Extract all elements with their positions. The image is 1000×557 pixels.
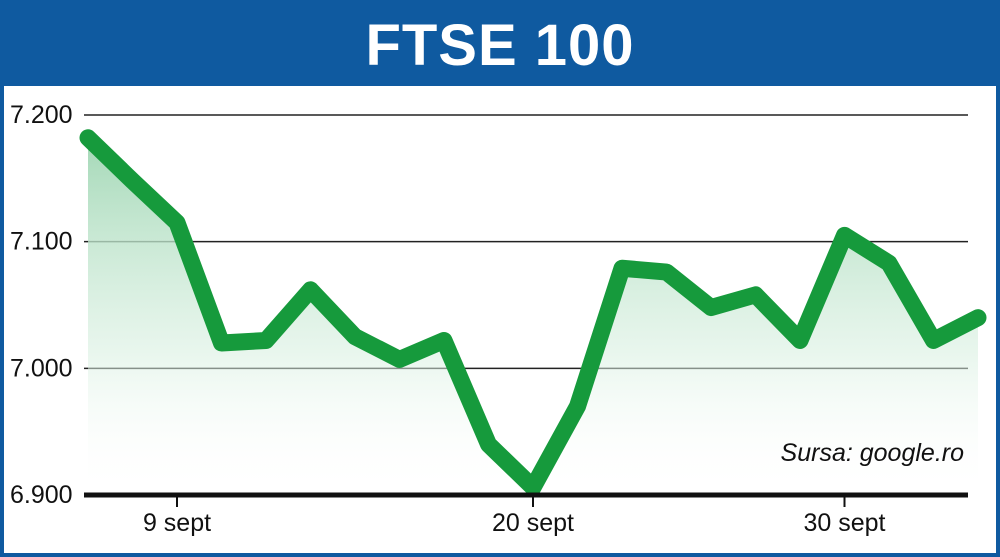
data-point <box>399 358 400 360</box>
series-area <box>88 137 978 496</box>
source-label: Sursa: google.ro <box>781 439 965 467</box>
axis-layer: 7.200 7.100 7.000 6.900 9 sept 20 sept 30 sept <box>10 101 968 537</box>
data-point <box>176 222 178 224</box>
data-point <box>888 262 890 264</box>
line-layer <box>79 129 987 496</box>
data-point <box>710 307 712 309</box>
y-tick-label: 7.100 <box>10 228 73 256</box>
x-tick-label: 9 sept <box>143 509 211 537</box>
data-point <box>532 486 534 488</box>
area-layer <box>88 137 978 496</box>
data-point <box>132 180 133 182</box>
y-tick-label: 7.200 <box>10 101 73 129</box>
data-point <box>265 339 267 341</box>
title-bar: FTSE 100 <box>4 4 996 86</box>
data-point <box>666 271 667 273</box>
chart-title: FTSE 100 <box>365 12 635 78</box>
x-tick-label: 20 sept <box>492 509 574 537</box>
data-point <box>310 289 311 291</box>
data-point <box>488 443 489 445</box>
data-point <box>844 234 845 236</box>
data-point <box>354 336 356 338</box>
data-point <box>221 342 222 344</box>
data-point <box>755 294 756 296</box>
data-point <box>799 339 801 341</box>
data-point <box>443 339 445 341</box>
data-point <box>933 339 934 341</box>
y-tick-label: 7.000 <box>10 354 73 382</box>
data-point <box>577 405 578 407</box>
y-tick-label: 6.900 <box>10 481 73 509</box>
data-point <box>977 317 979 319</box>
x-tick-label: 30 sept <box>803 509 885 537</box>
data-point <box>621 267 623 269</box>
data-point <box>87 137 89 139</box>
